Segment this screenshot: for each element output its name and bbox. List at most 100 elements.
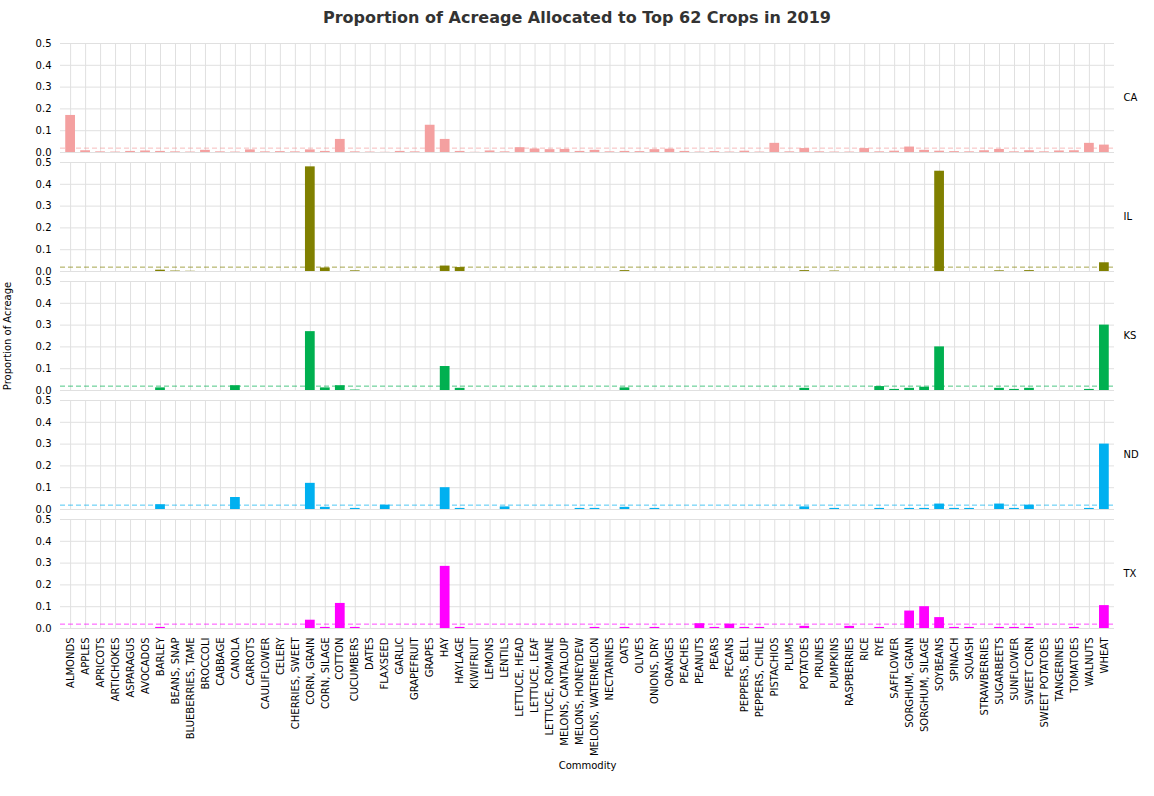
svg-text:PLUMS: PLUMS: [784, 638, 795, 671]
svg-text:0.1: 0.1: [36, 482, 52, 493]
svg-text:LENTILS: LENTILS: [499, 638, 510, 678]
svg-text:LETTUCE, ROMAINE: LETTUCE, ROMAINE: [544, 638, 555, 736]
svg-text:CABBAGE: CABBAGE: [215, 638, 226, 686]
svg-text:0.3: 0.3: [36, 81, 52, 92]
svg-text:0.5: 0.5: [36, 38, 52, 49]
svg-text:CORN, GRAIN: CORN, GRAIN: [305, 638, 316, 705]
svg-text:IL: IL: [1124, 211, 1133, 222]
svg-text:0.5: 0.5: [36, 276, 52, 287]
svg-text:KS: KS: [1124, 330, 1137, 341]
svg-text:APPLES: APPLES: [80, 638, 91, 675]
svg-text:ND: ND: [1124, 449, 1139, 460]
svg-text:0.4: 0.4: [36, 179, 52, 190]
svg-text:0.2: 0.2: [36, 460, 52, 471]
svg-text:PRUNES: PRUNES: [814, 638, 825, 678]
svg-text:0.1: 0.1: [36, 601, 52, 612]
svg-text:PEPPERS, BELL: PEPPERS, BELL: [739, 637, 750, 712]
svg-text:PUMPKINS: PUMPKINS: [829, 638, 840, 689]
svg-text:0.3: 0.3: [36, 557, 52, 568]
svg-text:CORN, SILAGE: CORN, SILAGE: [320, 638, 331, 709]
svg-text:SOYBEANS: SOYBEANS: [934, 638, 945, 692]
svg-text:PISTACHIOS: PISTACHIOS: [769, 638, 780, 697]
svg-text:PECANS: PECANS: [724, 638, 735, 678]
svg-text:0.2: 0.2: [36, 341, 52, 352]
svg-text:ASPARAGUS: ASPARAGUS: [125, 638, 136, 698]
svg-text:DATES: DATES: [364, 638, 375, 670]
svg-text:0.5: 0.5: [36, 157, 52, 168]
svg-text:0.2: 0.2: [36, 579, 52, 590]
svg-text:GARLIC: GARLIC: [394, 637, 405, 674]
svg-text:CHERRIES, SWEET: CHERRIES, SWEET: [290, 637, 301, 730]
svg-text:ONIONS, DRY: ONIONS, DRY: [649, 637, 660, 704]
svg-text:PEANUTS: PEANUTS: [694, 638, 705, 684]
svg-text:OATS: OATS: [619, 638, 630, 664]
svg-text:CARROTS: CARROTS: [245, 638, 256, 686]
svg-text:MELONS, WATERMELON: MELONS, WATERMELON: [589, 638, 600, 757]
svg-text:0.4: 0.4: [36, 536, 52, 547]
svg-text:0.1: 0.1: [36, 125, 52, 136]
svg-text:KIWIFRUIT: KIWIFRUIT: [469, 637, 480, 689]
svg-text:SORGHUM, GRAIN: SORGHUM, GRAIN: [904, 638, 915, 728]
svg-text:APRICOTS: APRICOTS: [95, 638, 106, 688]
svg-text:PEACHES: PEACHES: [679, 638, 690, 684]
svg-text:BROCCOLI: BROCCOLI: [200, 638, 211, 690]
svg-text:0.3: 0.3: [36, 438, 52, 449]
svg-text:0.4: 0.4: [36, 60, 52, 71]
svg-text:0.4: 0.4: [36, 298, 52, 309]
svg-text:0.5: 0.5: [36, 395, 52, 406]
svg-text:TOMATOES: TOMATOES: [1069, 638, 1080, 694]
svg-text:GRAPES: GRAPES: [424, 638, 435, 678]
svg-text:PEARS: PEARS: [709, 638, 720, 671]
svg-text:0.2: 0.2: [36, 222, 52, 233]
svg-text:LETTUCE, HEAD: LETTUCE, HEAD: [514, 637, 525, 717]
svg-text:GRAPEFRUIT: GRAPEFRUIT: [409, 637, 420, 700]
svg-text:FLAXSEED: FLAXSEED: [379, 637, 390, 689]
svg-text:POTATOES: POTATOES: [799, 638, 810, 690]
svg-text:NECTARINES: NECTARINES: [604, 638, 615, 701]
svg-text:CELERY: CELERY: [275, 637, 286, 675]
svg-text:TANGERINES: TANGERINES: [1054, 638, 1065, 703]
svg-text:CA: CA: [1124, 92, 1138, 103]
svg-text:0.0: 0.0: [36, 623, 52, 634]
svg-text:SWEET CORN: SWEET CORN: [1024, 638, 1035, 705]
svg-text:0.2: 0.2: [36, 103, 52, 114]
svg-text:SORGHUM, SILAGE: SORGHUM, SILAGE: [919, 638, 930, 733]
svg-text:0.1: 0.1: [36, 244, 52, 255]
svg-text:WALNUTS: WALNUTS: [1084, 638, 1095, 687]
svg-text:CUCUMBERS: CUCUMBERS: [349, 638, 360, 702]
svg-text:RYE: RYE: [874, 638, 885, 657]
svg-text:OLIVES: OLIVES: [634, 638, 645, 674]
svg-text:0.1: 0.1: [36, 363, 52, 374]
svg-text:SPINACH: SPINACH: [949, 638, 960, 682]
svg-text:CAULIFLOWER: CAULIFLOWER: [260, 637, 271, 709]
svg-text:PEPPERS, CHILE: PEPPERS, CHILE: [754, 638, 765, 718]
svg-text:ARTICHOKES: ARTICHOKES: [110, 638, 121, 702]
svg-text:0.3: 0.3: [36, 200, 52, 211]
svg-text:RICE: RICE: [859, 638, 870, 661]
svg-text:HAYLAGE: HAYLAGE: [454, 638, 465, 684]
svg-text:SQUASH: SQUASH: [964, 638, 975, 680]
svg-text:SUGARBEETS: SUGARBEETS: [994, 638, 1005, 705]
svg-text:LETTUCE, LEAF: LETTUCE, LEAF: [529, 637, 540, 713]
svg-text:COTTON: COTTON: [334, 638, 345, 680]
svg-text:MELONS, HONEYDEW: MELONS, HONEYDEW: [574, 637, 585, 745]
svg-text:AVOCADOS: AVOCADOS: [140, 638, 151, 694]
svg-text:SWEET POTATOES: SWEET POTATOES: [1039, 638, 1050, 728]
svg-text:HAY: HAY: [439, 637, 450, 658]
svg-text:BEANS, SNAP: BEANS, SNAP: [170, 638, 181, 705]
svg-text:CANOLA: CANOLA: [230, 637, 241, 679]
svg-text:BARLEY: BARLEY: [155, 637, 166, 677]
svg-text:Proportion of Acreage: Proportion of Acreage: [2, 282, 13, 390]
svg-text:BLUEBERRIES, TAME: BLUEBERRIES, TAME: [185, 638, 196, 740]
svg-text:ALMONDS: ALMONDS: [65, 638, 76, 688]
svg-text:TX: TX: [1123, 568, 1137, 579]
svg-text:Commodity: Commodity: [559, 760, 617, 771]
svg-text:RASPBERRIES: RASPBERRIES: [844, 638, 855, 706]
svg-text:SUNFLOWER: SUNFLOWER: [1009, 637, 1020, 700]
svg-text:STRAWBERRIES: STRAWBERRIES: [979, 638, 990, 716]
svg-text:0.3: 0.3: [36, 319, 52, 330]
svg-text:WHEAT: WHEAT: [1099, 637, 1110, 674]
svg-text:LEMONS: LEMONS: [484, 638, 495, 680]
svg-text:0.5: 0.5: [36, 514, 52, 525]
svg-text:0.4: 0.4: [36, 417, 52, 428]
